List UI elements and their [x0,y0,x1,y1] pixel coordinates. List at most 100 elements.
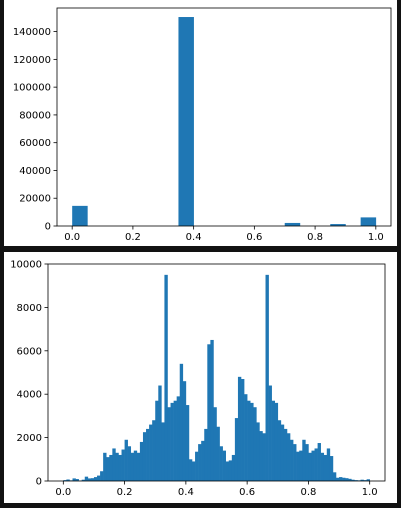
top-histogram-chart: 0.0 0.2 0.4 0.6 0.8 1.0 0 20000 40000 60000 80000 1… [13,7,392,243]
histogram-bar [152,420,156,481]
histogram-bar [75,479,79,481]
x-tick-label: 1.0 [362,487,378,498]
histogram-bar [121,449,125,481]
histogram-bar [191,461,196,481]
histogram-bar [167,407,171,481]
histogram-bar [179,363,184,481]
histogram-bar [87,478,92,481]
histogram-bar [142,432,147,481]
histogram-bar [339,477,343,481]
histogram-bar [182,381,187,481]
x-tick-label: 0.2 [117,487,133,498]
x-tick-label: 0.2 [125,232,141,243]
histogram-bar [332,472,337,481]
histogram-bar [146,428,150,481]
histogram-bar [124,439,128,481]
histogram-bar [63,480,67,481]
x-tick-label: 0.8 [307,232,323,243]
histogram-bar [231,454,236,481]
histogram-bar [277,420,282,481]
histogram-bar [314,448,318,481]
y-tick-label: 120000 [13,55,51,66]
histogram-bar [234,418,239,481]
histogram-bar [219,446,223,481]
histogram-bar [106,457,110,481]
x-tick-label: 0.6 [246,232,262,243]
histogram-bar [72,478,76,481]
histogram-bar [72,205,88,226]
histogram-bar [158,385,162,481]
histogram-bar [253,407,257,481]
histogram-bar [155,400,159,481]
histogram-bar [81,479,86,481]
histogram-bar [299,450,303,481]
histogram-bar [173,400,177,481]
histogram-bar [305,444,309,481]
bottom-x-axis: 0.0 0.2 0.4 0.6 0.8 1.0 [55,481,378,498]
histogram-bar [161,422,165,481]
bottom-axes-frame [47,263,386,482]
histogram-bar [265,274,269,481]
histogram-bar [93,477,98,481]
histogram-bar [210,339,214,481]
histogram-bar [348,478,352,481]
histogram-bar [286,433,291,481]
histogram-bar [284,222,301,226]
histogram-bar [112,448,116,481]
histogram-bar [363,480,367,481]
y-tick-label: 0 [45,222,51,233]
histogram-bar [320,452,325,481]
bottom-histogram-panel: 0.0 0.2 0.4 0.6 0.8 1.0 0 2000 4000 6000 8000 10000 [4,252,397,503]
histogram-bar [213,407,217,481]
x-tick-label: 0.0 [55,487,71,498]
y-tick-label: 10000 [10,260,42,271]
histogram-bar [127,446,132,481]
histogram-bar [317,443,321,481]
histogram-bar [195,451,199,481]
histogram-bar [345,478,349,481]
y-tick-label: 6000 [17,346,42,357]
histogram-bar [103,452,107,481]
top-axes-frame [56,7,392,227]
histogram-bar [115,452,119,481]
histogram-bar [198,444,202,481]
histogram-bar [311,450,315,481]
histogram-bar [326,448,331,481]
histogram-bar [66,479,70,481]
histogram-bar [216,426,220,481]
histogram-bar [118,454,122,481]
y-tick-label: 0 [36,477,42,488]
histogram-bar [170,402,174,481]
histogram-bar [164,274,168,481]
histogram-bar [280,424,285,481]
histogram-bar [244,394,248,481]
histogram-bar [283,428,288,481]
histogram-bar [149,424,153,481]
y-tick-label: 8000 [17,303,42,314]
histogram-bar [225,461,230,481]
histogram-bar [109,454,113,481]
histogram-bar [342,477,346,481]
y-tick-label: 2000 [17,433,42,444]
histogram-bar [201,440,205,481]
histogram-bar [188,459,193,481]
x-tick-label: 0.0 [64,232,80,243]
histogram-bar [207,344,211,481]
histogram-bar [274,402,279,481]
top-bars [72,17,377,226]
histogram-bar [250,402,254,481]
histogram-bar [268,385,272,481]
histogram-bar [237,376,242,481]
y-tick-label: 80000 [19,110,51,121]
histogram-bar [130,452,135,481]
y-tick-label: 60000 [19,138,51,149]
histogram-bar [360,217,377,226]
y-tick-label: 100000 [13,83,51,94]
histogram-bar [271,400,276,481]
bottom-histogram-chart: 0.0 0.2 0.4 0.6 0.8 1.0 0 2000 4000 6000 8000 10000 [10,260,386,498]
histogram-bar [323,454,328,481]
histogram-bar [228,460,233,481]
histogram-bar [259,431,263,481]
x-tick-label: 0.4 [178,487,194,498]
histogram-bar [100,471,104,481]
